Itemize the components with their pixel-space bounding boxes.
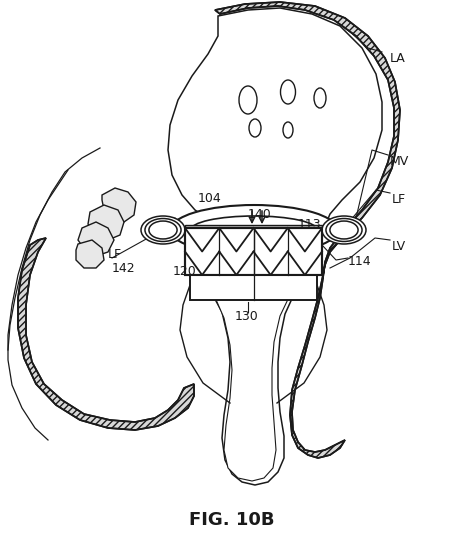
Polygon shape	[18, 238, 194, 430]
Ellipse shape	[249, 119, 261, 137]
Text: LA: LA	[390, 52, 406, 65]
Bar	[185, 228, 322, 275]
Polygon shape	[102, 188, 136, 222]
Text: 120: 120	[173, 265, 197, 278]
Ellipse shape	[191, 216, 318, 244]
Ellipse shape	[141, 216, 185, 244]
Ellipse shape	[283, 122, 293, 138]
Polygon shape	[168, 8, 382, 240]
Polygon shape	[78, 222, 114, 256]
Text: 142: 142	[112, 262, 136, 275]
Text: FIG. 10B: FIG. 10B	[189, 511, 275, 529]
Text: LF: LF	[392, 193, 406, 206]
Text: LF: LF	[108, 248, 122, 261]
Polygon shape	[192, 262, 318, 485]
Text: 113: 113	[298, 218, 322, 231]
Text: 104: 104	[198, 192, 222, 205]
Bar	[185, 225, 322, 235]
Ellipse shape	[239, 86, 257, 114]
Text: 100: 100	[148, 218, 172, 231]
Polygon shape	[88, 205, 124, 240]
Text: 140: 140	[248, 208, 272, 221]
Polygon shape	[215, 2, 400, 458]
Polygon shape	[76, 240, 104, 268]
Ellipse shape	[171, 205, 338, 255]
Bar	[190, 275, 317, 300]
Text: MV: MV	[390, 155, 409, 168]
Ellipse shape	[280, 80, 295, 104]
Ellipse shape	[330, 221, 358, 239]
Text: LV: LV	[392, 240, 406, 253]
Ellipse shape	[314, 88, 326, 108]
Text: 114: 114	[348, 255, 372, 268]
Text: 130: 130	[235, 310, 259, 323]
Polygon shape	[200, 275, 302, 481]
Ellipse shape	[322, 216, 366, 244]
Bar	[185, 228, 322, 275]
Ellipse shape	[149, 221, 177, 239]
Ellipse shape	[326, 218, 362, 242]
Ellipse shape	[145, 218, 181, 242]
